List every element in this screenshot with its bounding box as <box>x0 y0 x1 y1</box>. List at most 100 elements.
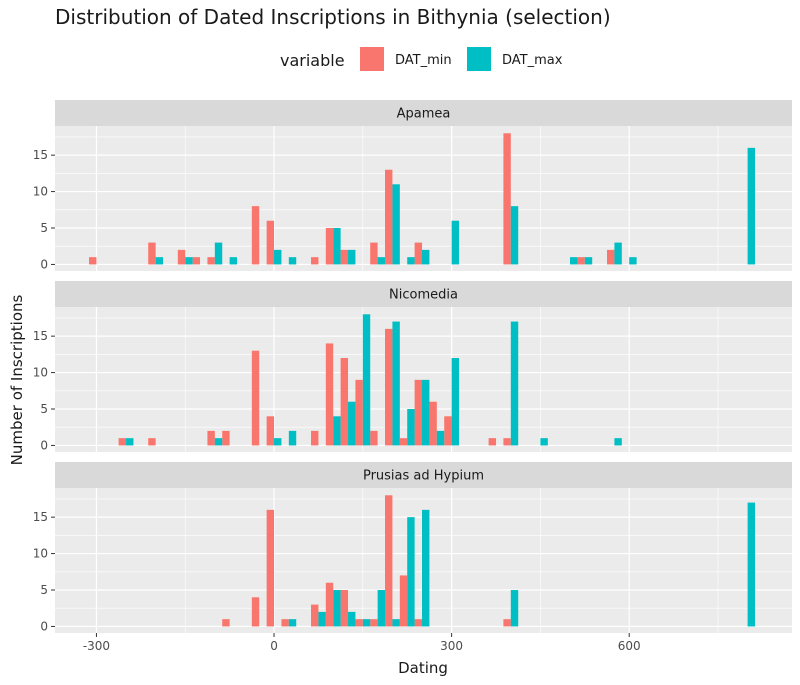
bar <box>407 257 415 265</box>
bar <box>422 509 430 627</box>
x-axis-label: Dating <box>398 659 448 677</box>
bar <box>510 590 519 627</box>
y-tick-label: 10 <box>33 366 48 380</box>
bar <box>325 582 334 627</box>
y-tick-label: 15 <box>33 148 48 162</box>
facet-strip-label: Apamea <box>397 107 451 122</box>
legend-label-dat-max: DAT_max <box>502 53 563 68</box>
y-tick-label: 0 <box>40 619 48 633</box>
bar <box>503 619 511 627</box>
bar <box>385 495 393 627</box>
facet-strip-label: Nicomedia <box>389 288 458 303</box>
x-tick-label: 0 <box>270 639 278 653</box>
bar <box>251 206 260 265</box>
x-tick-label: -300 <box>83 639 110 653</box>
bar <box>229 257 238 265</box>
bar <box>540 438 548 446</box>
bar <box>266 509 275 627</box>
y-tick-label: 10 <box>33 547 48 561</box>
bar <box>503 438 511 446</box>
bar <box>148 242 156 265</box>
bar <box>385 328 393 446</box>
bar <box>414 379 423 446</box>
bar <box>288 619 297 627</box>
bar <box>422 379 430 446</box>
y-tick-label: 15 <box>33 510 48 524</box>
bar <box>399 438 408 446</box>
bar <box>185 257 193 265</box>
bar <box>451 220 460 265</box>
bar <box>251 597 260 627</box>
y-tick-label: 5 <box>40 402 48 416</box>
bar <box>318 611 326 627</box>
y-tick-label: 10 <box>33 185 48 199</box>
legend-swatch-dat-max <box>467 47 491 71</box>
bar <box>444 416 452 446</box>
bar <box>348 611 356 627</box>
legend: variable DAT_min DAT_max <box>280 47 563 71</box>
bar <box>177 249 186 265</box>
bar <box>407 409 415 446</box>
bar <box>155 257 164 265</box>
bar <box>488 438 497 446</box>
bar <box>288 430 297 446</box>
y-axis-label: Number of Inscriptions <box>8 294 26 465</box>
bar <box>577 257 585 265</box>
bar <box>392 321 400 446</box>
legend-title: variable <box>280 51 345 70</box>
bar <box>747 502 756 627</box>
y-tick-label: 0 <box>40 257 48 271</box>
bar <box>288 257 297 265</box>
bar <box>436 430 445 446</box>
bar <box>392 184 400 265</box>
bar <box>362 619 371 627</box>
y-tick-label: 5 <box>40 583 48 597</box>
bar <box>333 590 341 627</box>
bar <box>451 358 460 446</box>
bar <box>377 590 386 627</box>
y-tick-label: 15 <box>33 329 48 343</box>
bar <box>355 619 363 627</box>
bar <box>607 249 615 265</box>
bar <box>311 430 319 446</box>
bar <box>311 604 319 627</box>
bar <box>348 249 356 265</box>
bar <box>510 321 519 446</box>
bar <box>747 147 756 265</box>
bar <box>266 416 275 446</box>
bar <box>370 242 378 265</box>
facet-strip <box>55 281 792 307</box>
bar <box>274 249 282 265</box>
bar <box>614 242 622 265</box>
bar <box>362 314 371 446</box>
bar <box>251 350 260 446</box>
bar <box>370 430 378 446</box>
bar <box>311 257 319 265</box>
bar <box>266 220 275 265</box>
bar <box>325 228 334 265</box>
x-tick-label: 600 <box>618 639 641 653</box>
bar <box>392 619 400 627</box>
bar <box>377 257 386 265</box>
bar <box>614 438 622 446</box>
bar <box>370 619 378 627</box>
y-tick-label: 5 <box>40 221 48 235</box>
bar <box>148 438 156 446</box>
bar <box>570 257 578 265</box>
bar <box>333 228 341 265</box>
bar <box>118 438 127 446</box>
bar <box>503 133 511 265</box>
bar <box>126 438 134 446</box>
facet-panel: Apamea 0 5 10 15 <box>33 100 792 271</box>
chart-title: Distribution of Dated Inscriptions in Bi… <box>55 5 611 29</box>
bar <box>333 416 341 446</box>
bar <box>422 249 430 265</box>
bar <box>348 401 356 446</box>
facet-panel: Nicomedia 0 5 10 15 <box>33 281 792 452</box>
bar <box>629 257 637 265</box>
bar <box>399 575 408 627</box>
bar <box>222 430 230 446</box>
legend-swatch-dat-min <box>360 47 384 71</box>
